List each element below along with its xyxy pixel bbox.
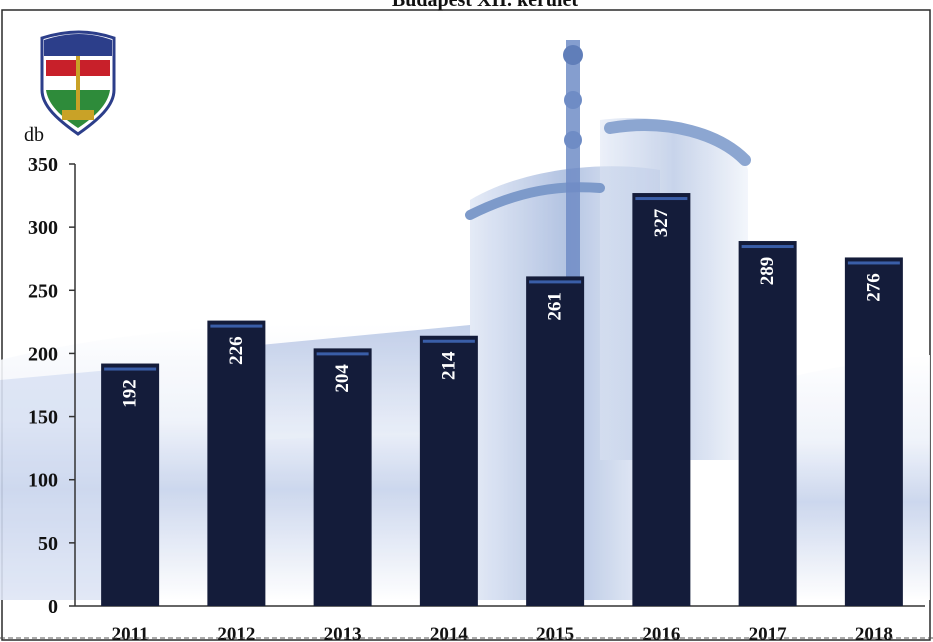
y-tick-label: 350 (28, 154, 58, 176)
bar-cap (635, 197, 688, 201)
bars: 192 226 204 214 261 327 289 276 (101, 193, 903, 606)
bar (207, 320, 266, 606)
bar-cap (210, 324, 263, 328)
bar-value-label: 327 (651, 208, 672, 237)
bar (526, 276, 585, 606)
y-tick-label: 300 (28, 217, 58, 239)
bar-cap (422, 339, 475, 343)
x-tick-label: 2015 (536, 624, 574, 642)
x-tick-label: 2011 (112, 624, 149, 642)
bar-cap (847, 261, 900, 265)
bar-cap (104, 367, 157, 371)
y-tick-label: 250 (28, 280, 58, 302)
y-tick-label: 200 (28, 343, 58, 365)
bar-value-label: 276 (863, 273, 884, 302)
x-tick-label: 2013 (324, 624, 362, 642)
bar-value-label: 289 (757, 257, 778, 286)
bar (419, 335, 478, 606)
bar-value-label: 214 (438, 351, 459, 380)
chart-title: Budapest XII. kerület (392, 0, 578, 11)
x-tick-label: 2017 (749, 624, 788, 642)
y-tick-label: 0 (48, 596, 58, 618)
bar-value-label: 204 (332, 364, 353, 393)
y-tick-label: 100 (28, 470, 58, 492)
bar-value-label: 226 (226, 336, 247, 365)
x-tick-label: 2014 (430, 624, 469, 642)
bar (313, 348, 372, 606)
y-ticks: 0 50 100 150 200 250 300 350 (28, 154, 75, 618)
x-tick-label: 2012 (217, 624, 255, 642)
bar-cap (529, 280, 582, 284)
bar-cap (316, 352, 369, 356)
y-tick-label: 50 (38, 533, 58, 555)
y-axis-unit: db (24, 124, 44, 146)
bar (101, 363, 160, 606)
bar-value-label: 192 (120, 379, 141, 408)
bar-cap (741, 245, 794, 249)
police-logo (40, 30, 116, 136)
y-tick-label: 150 (28, 407, 58, 429)
bar (632, 193, 691, 606)
x-tick-label: 2016 (642, 624, 680, 642)
x-tick-label: 2018 (855, 624, 893, 642)
bar-value-label: 261 (545, 292, 566, 321)
bar (844, 257, 903, 606)
bar (738, 241, 797, 606)
